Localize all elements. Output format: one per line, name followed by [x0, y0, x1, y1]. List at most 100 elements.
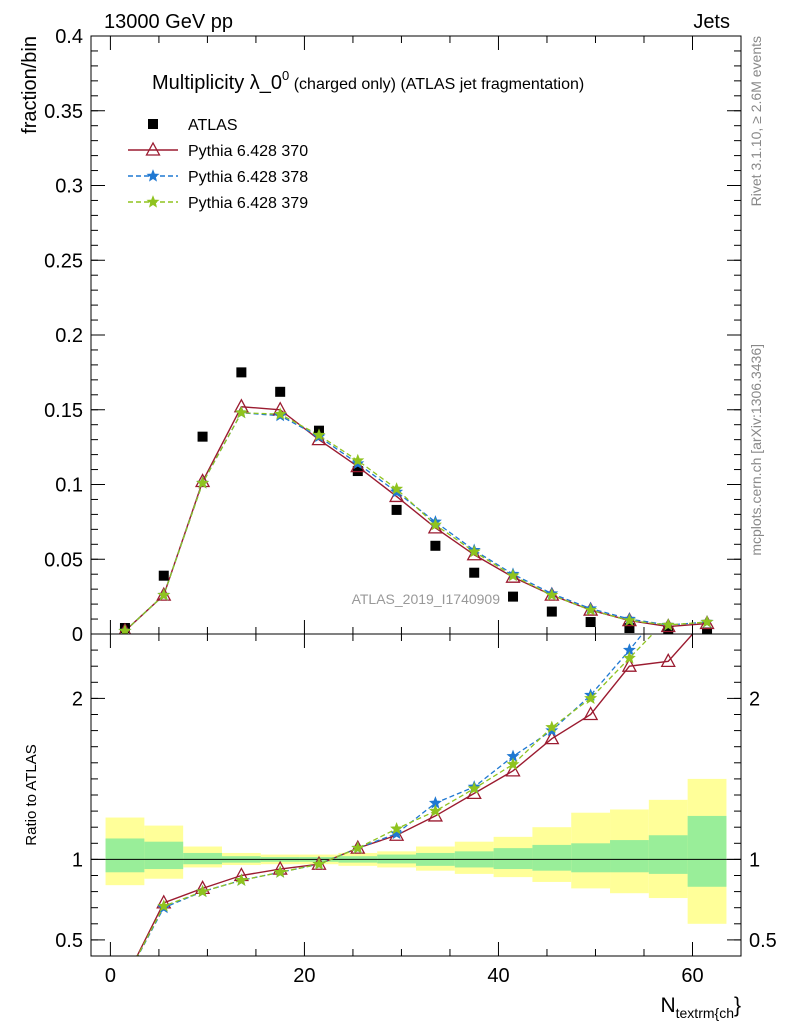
main-title: Multiplicity λ_00 (charged only) (ATLAS …	[152, 68, 584, 94]
uncertainty-band-inner	[144, 841, 184, 870]
data-point	[469, 567, 480, 578]
ratio-point	[506, 757, 520, 770]
data-point	[157, 588, 171, 601]
ratio-point	[544, 730, 560, 745]
data-point	[196, 476, 210, 489]
x-axis-label-sub: textrm{ch	[676, 1005, 734, 1021]
data-point	[273, 407, 287, 420]
ratio-point	[390, 826, 404, 840]
uncertainty-band-inner	[493, 848, 533, 870]
data-point	[428, 518, 442, 531]
ratio-frame	[90, 633, 742, 957]
ratio-point	[621, 657, 638, 672]
ratio-point	[234, 873, 248, 886]
ratio-y-tick-label: 2	[72, 688, 83, 710]
ratio-point	[505, 762, 521, 777]
legend-label: Pythia 6.428 378	[188, 169, 308, 186]
data-point	[351, 453, 365, 467]
x-tick-label: 20	[293, 965, 315, 987]
ratio-point	[157, 899, 171, 912]
data-point	[234, 405, 248, 419]
ratio-point	[660, 653, 676, 668]
x-axis-label: Ntextrm{ch}	[660, 994, 741, 1021]
data-point	[622, 613, 636, 627]
data-point	[194, 473, 211, 488]
ratio-y-tick-label: 0.5	[55, 930, 83, 952]
ratio-y-label: Ratio to ATLAS	[23, 744, 40, 845]
uncertainty-band-inner	[687, 815, 727, 887]
ratio-point	[701, 580, 713, 591]
legend-marker	[145, 141, 161, 156]
data-point	[700, 615, 714, 628]
data-point	[391, 504, 402, 515]
x-tick-label: 60	[681, 965, 703, 987]
main-title-text: Multiplicity λ_0	[152, 72, 282, 94]
y-tick-label: 0.35	[44, 101, 83, 123]
y-tick-label: 0.2	[55, 325, 83, 347]
main-title-rest: (charged only) (ATLAS jet fragmentation)	[289, 76, 584, 93]
data-point	[702, 627, 713, 634]
ratio-line	[136, 634, 654, 956]
data-point	[236, 367, 247, 378]
y-tick-label: 0.15	[44, 400, 83, 422]
main-y-label: fraction/bin	[19, 36, 41, 134]
ratio-y-tick-label: 1	[72, 849, 83, 871]
data-point	[390, 482, 404, 495]
ratio-line	[137, 634, 644, 956]
legend-label: Pythia 6.428 370	[188, 143, 308, 160]
series-line	[124, 406, 708, 632]
watermark: ATLAS_2019_I1740909	[352, 591, 501, 607]
ratio-point	[118, 973, 131, 985]
legend-marker	[146, 195, 160, 208]
ratio-point	[467, 781, 481, 795]
ratio-y-tick-label: 2	[749, 688, 760, 710]
uncertainty-band-inner	[532, 844, 572, 871]
y-tick-label: 0.25	[44, 250, 83, 272]
ratio-point	[273, 865, 287, 878]
ratio-point	[428, 804, 442, 817]
uncertainty-band-inner	[648, 835, 688, 874]
data-point	[585, 617, 596, 628]
ratio-ticks: 0.5 0.51 12 20 20 40 60	[55, 633, 777, 987]
data-point	[197, 431, 208, 442]
series-line	[124, 412, 708, 632]
data-point	[312, 428, 326, 441]
main-y-ticks: 0 0.05 0.1 0.15 0.2 0.25 0.3 0.35 0.4	[44, 26, 741, 646]
ratio-point	[119, 974, 131, 985]
ratio-point	[312, 857, 326, 870]
x-tick-label: 0	[105, 965, 116, 987]
ratio-point	[584, 691, 598, 704]
uncertainty-band-inner	[610, 840, 649, 873]
ratio-line	[136, 634, 694, 956]
ratio-panel: 0.5 0.51 12 20 20 40 60 Ratio to ATLAS Ntextrm…	[23, 580, 777, 1021]
data-point	[158, 570, 169, 581]
legend-label: Pythia 6.428 379	[188, 195, 308, 212]
y-tick-label: 0.3	[55, 176, 83, 198]
ratio-point	[390, 821, 404, 835]
uncertainty-band-inner	[571, 843, 611, 873]
ratio-point	[351, 841, 365, 854]
mcplots-label: mcplots.cern.ch [arXiv:1306.3436]	[748, 344, 764, 556]
x-axis-label-main: N	[660, 994, 675, 1017]
y-tick-label: 0	[72, 624, 83, 646]
ratio-point	[622, 651, 636, 664]
data-point	[506, 568, 520, 582]
x-axis-label-end: }	[734, 994, 741, 1017]
legend-label: ATLAS	[188, 117, 238, 134]
data-point	[624, 623, 635, 634]
y-tick-label: 0.4	[55, 26, 83, 48]
data-point	[546, 606, 557, 617]
legend: ATLAS Pythia 6.428 370 Pythia 6.428 378 Pyt…	[128, 117, 308, 212]
data-point	[508, 591, 519, 602]
main-panel: 0 0.05 0.1 0.15 0.2 0.25 0.3 0.35 0.4 Multiplici…	[19, 26, 742, 646]
y-tick-label: 0.05	[44, 549, 83, 571]
legend-marker	[148, 119, 158, 129]
ratio-bands	[91, 778, 741, 924]
data-point	[467, 544, 481, 558]
header-left: 13000 GeV pp	[104, 11, 233, 33]
ratio-point	[119, 974, 131, 985]
main-marks	[118, 367, 715, 634]
ratio-marks	[118, 580, 713, 985]
data-point	[661, 618, 675, 631]
